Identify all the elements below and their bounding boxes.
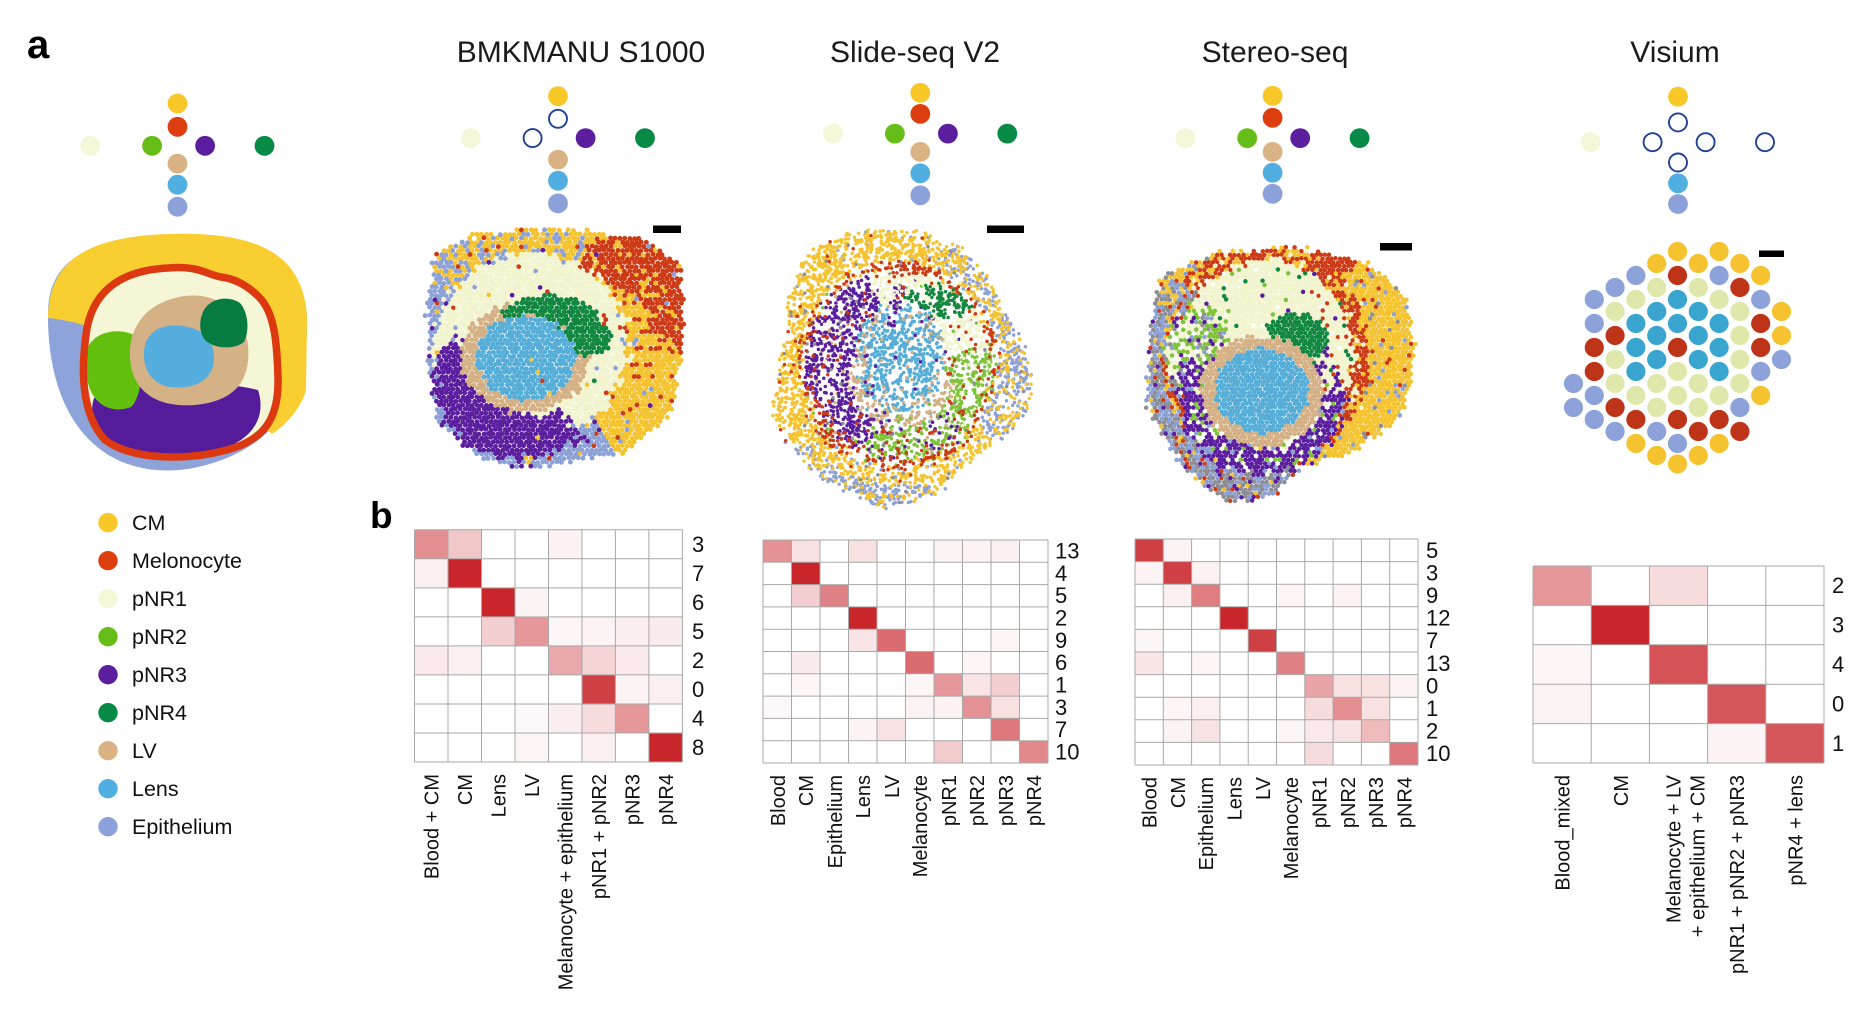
svg-text:pNR4 + lens: pNR4 + lens (1785, 775, 1807, 886)
svg-text:Visium: Visium (1630, 36, 1719, 69)
svg-text:Blood + CM: Blood + CM (422, 774, 444, 879)
svg-text:LV: LV (132, 739, 157, 763)
svg-text:LV: LV (1253, 776, 1275, 800)
svg-text:pNR2: pNR2 (1338, 777, 1360, 828)
svg-text:CM: CM (132, 511, 165, 535)
svg-text:13: 13 (1055, 539, 1079, 564)
svg-text:0: 0 (692, 677, 704, 702)
svg-text:pNR1 + pNR2 + pNR3: pNR1 + pNR2 + pNR3 (1727, 775, 1749, 974)
svg-text:Melanocyte + LV+ epithelium +: Melanocyte + LV + epithelium + CM (1664, 774, 1710, 937)
svg-text:pNR4: pNR4 (656, 774, 678, 825)
svg-text:pNR1: pNR1 (132, 587, 187, 611)
svg-text:Melanocyte: Melanocyte (910, 775, 932, 877)
svg-text:5: 5 (1055, 583, 1067, 608)
svg-text:10: 10 (1055, 739, 1079, 764)
svg-text:1: 1 (1832, 731, 1844, 756)
svg-text:CM: CM (796, 775, 818, 806)
svg-text:Epithelium: Epithelium (132, 815, 232, 839)
svg-text:CM: CM (455, 774, 477, 805)
svg-text:3: 3 (1426, 560, 1438, 585)
svg-text:1: 1 (1055, 672, 1067, 697)
svg-text:6: 6 (692, 590, 704, 615)
svg-text:2: 2 (1426, 719, 1438, 744)
svg-text:Blood_mixed: Blood_mixed (1553, 775, 1575, 891)
svg-text:pNR2: pNR2 (132, 625, 187, 649)
svg-text:Lens: Lens (132, 777, 179, 801)
svg-text:pNR2: pNR2 (967, 775, 989, 826)
svg-text:a: a (27, 23, 50, 67)
svg-text:pNR3: pNR3 (996, 775, 1018, 826)
svg-text:Melonocyte: Melonocyte (132, 549, 242, 573)
svg-text:4: 4 (1832, 652, 1844, 677)
svg-text:pNR3: pNR3 (1366, 777, 1388, 828)
svg-text:Blood: Blood (1140, 777, 1162, 828)
svg-text:13: 13 (1426, 651, 1450, 676)
svg-text:Slide-seq V2: Slide-seq V2 (830, 36, 1000, 69)
svg-text:9: 9 (1055, 628, 1067, 653)
svg-text:Lens: Lens (853, 775, 875, 818)
svg-text:7: 7 (692, 561, 704, 586)
svg-text:pNR3: pNR3 (623, 774, 645, 825)
svg-text:4: 4 (692, 706, 704, 731)
svg-text:pNR1: pNR1 (1310, 777, 1332, 828)
svg-text:pNR4: pNR4 (132, 701, 187, 725)
svg-text:1: 1 (1426, 696, 1438, 721)
svg-text:3: 3 (1055, 695, 1067, 720)
svg-text:Blood: Blood (768, 775, 790, 826)
svg-text:5: 5 (1426, 538, 1438, 563)
svg-text:BMKMANU S1000: BMKMANU S1000 (457, 36, 705, 69)
svg-text:Melanocyte: Melanocyte (1281, 777, 1303, 879)
svg-text:8: 8 (692, 735, 704, 760)
svg-text:pNR3: pNR3 (132, 663, 187, 687)
svg-text:6: 6 (1055, 650, 1067, 675)
svg-text:pNR4: pNR4 (1394, 777, 1416, 828)
svg-text:2: 2 (1055, 606, 1067, 631)
svg-text:CM: CM (1611, 775, 1633, 806)
svg-text:0: 0 (1832, 691, 1844, 716)
svg-text:3: 3 (1832, 613, 1844, 638)
svg-text:Lens: Lens (1225, 777, 1247, 820)
svg-text:CM: CM (1168, 777, 1190, 808)
svg-text:5: 5 (692, 619, 704, 644)
svg-text:pNR4: pNR4 (1024, 775, 1046, 826)
svg-text:0: 0 (1426, 673, 1438, 698)
svg-text:b: b (370, 495, 393, 536)
svg-text:Stereo-seq: Stereo-seq (1202, 36, 1349, 69)
svg-text:Epithelium: Epithelium (1196, 777, 1218, 870)
svg-text:12: 12 (1426, 606, 1450, 631)
svg-text:2: 2 (692, 648, 704, 673)
svg-text:4: 4 (1055, 561, 1067, 586)
svg-text:2: 2 (1832, 573, 1844, 598)
svg-text:pNR1: pNR1 (939, 775, 961, 826)
svg-text:Epithelium: Epithelium (825, 775, 847, 868)
svg-text:3: 3 (692, 532, 704, 557)
svg-text:9: 9 (1426, 583, 1438, 608)
svg-text:Lens: Lens (489, 774, 511, 817)
svg-text:10: 10 (1426, 741, 1450, 766)
svg-text:LV: LV (522, 773, 544, 797)
svg-text:7: 7 (1055, 717, 1067, 742)
svg-text:Melanocyte + epithelium: Melanocyte + epithelium (556, 774, 578, 990)
svg-text:pNR1 + pNR2: pNR1 + pNR2 (589, 774, 611, 899)
svg-text:7: 7 (1426, 628, 1438, 653)
svg-text:LV: LV (882, 774, 904, 798)
